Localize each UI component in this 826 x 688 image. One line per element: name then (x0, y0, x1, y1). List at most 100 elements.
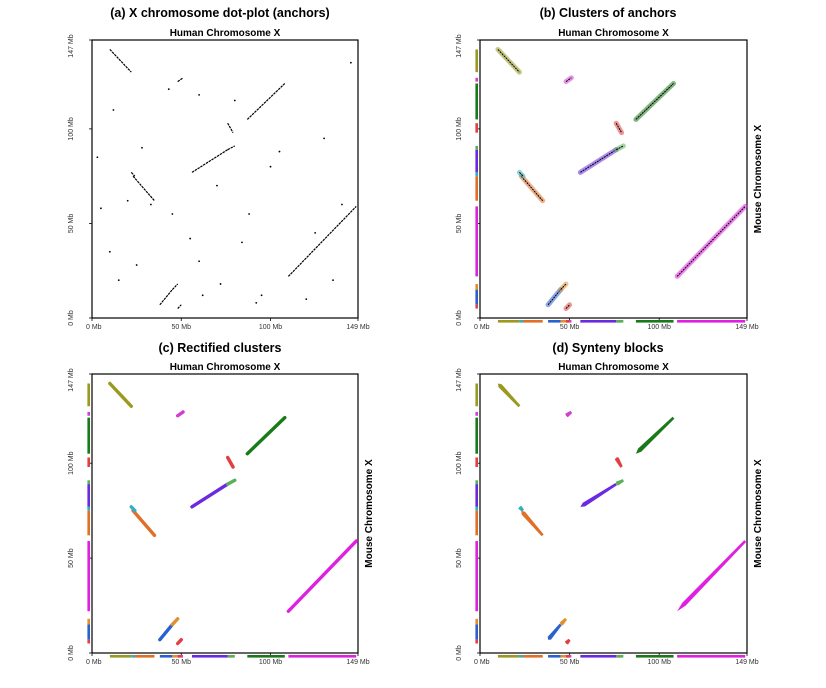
y-tick-label: 50 Mb (68, 214, 75, 234)
x-tick-label: 149 Mb (735, 324, 758, 331)
y-margin-bar (87, 618, 90, 625)
anchor-point (233, 99, 236, 102)
x-tick-label: 100 Mb (648, 324, 671, 331)
anchor-segment (246, 83, 286, 120)
anchor-point (189, 237, 192, 240)
anchor-point (314, 231, 317, 234)
x-margin-bar (677, 320, 746, 323)
cluster-anchors (497, 49, 520, 73)
top-axis-label: Human Chromosome X (170, 362, 281, 373)
y-tick-label: 50 Mb (456, 548, 463, 568)
x-margin-bar (519, 320, 524, 323)
rectified-cluster (170, 617, 180, 627)
anchor-point (150, 203, 152, 206)
y-margin-bar (475, 77, 478, 82)
anchor-point (323, 137, 325, 140)
x-margin-bar (172, 655, 178, 658)
y-margin-bar (475, 510, 478, 536)
y-margin-bar (87, 624, 90, 640)
anchor-point (108, 250, 111, 253)
y-tick-label: 147 Mb (456, 34, 463, 57)
x-margin-bar (616, 655, 624, 658)
y-tick-label: 0 Mb (68, 310, 75, 326)
panel-title: (d) Synteny blocks (552, 341, 663, 355)
panel-d-synteny-blocks: (d) Synteny blocks Human Chromosome X Mous… (456, 341, 764, 666)
synteny-block (614, 457, 623, 468)
x-tick-label: 50 Mb (560, 659, 580, 666)
anchor-point (135, 264, 138, 266)
anchor-point (278, 150, 281, 153)
x-margin-bar (635, 655, 674, 658)
y-tick-label: 50 Mb (456, 214, 463, 234)
y-tick-label: 147 Mb (456, 368, 463, 391)
anchor-point (126, 199, 129, 202)
anchor-point (269, 165, 272, 168)
y-tick-label: 50 Mb (68, 548, 75, 568)
synteny-block (635, 416, 675, 454)
cluster-anchors (547, 289, 562, 306)
x-margin-bar (521, 655, 543, 658)
plot-frame (91, 39, 359, 319)
y-margin-bar (475, 49, 478, 73)
x-margin-bar (227, 655, 235, 658)
cluster-anchors (580, 149, 617, 173)
right-axis-label: Mouse Chromosome X (364, 459, 375, 568)
rectified-cluster (131, 508, 157, 538)
panel-c-rectified: (c) Rectified clusters Human Chromosome X… (68, 341, 375, 666)
y-margin-bar (475, 145, 478, 150)
x-margin-bar (560, 320, 567, 323)
synteny-block (518, 505, 524, 512)
y-tick-label: 0 Mb (456, 310, 463, 326)
y-margin-bar (87, 383, 90, 407)
cluster-anchors (560, 283, 567, 290)
anchor-point (96, 156, 99, 159)
y-margin-bar (475, 123, 478, 133)
y-margin-bar (475, 304, 478, 309)
y-margin-bar (475, 172, 478, 177)
x-margin-bar (580, 320, 617, 323)
anchor-point (219, 283, 222, 285)
x-tick-label: 149 Mb (735, 659, 758, 666)
panel-title: (c) Rectified clusters (159, 341, 282, 355)
y-margin-bar (475, 506, 478, 511)
anchor-point (248, 213, 251, 215)
y-margin-bar (475, 541, 478, 612)
anchor-segment (287, 206, 357, 277)
y-margin-bar (87, 484, 90, 507)
y-margin-bar (475, 480, 478, 485)
y-tick-label: 147 Mb (68, 34, 75, 57)
x-margin-bar (247, 655, 285, 658)
anchor-segment (227, 145, 236, 151)
x-margin-bar (566, 320, 570, 323)
x-margin-bar (566, 655, 570, 658)
anchor-point (141, 146, 143, 149)
y-margin-bar (87, 457, 90, 467)
panel-a-anchors: (a) X chromosome dot-plot (anchors) Human… (68, 6, 370, 331)
right-axis-label: Mouse Chromosome X (753, 459, 764, 568)
x-margin-bar (288, 655, 357, 658)
synteny-block (521, 510, 544, 537)
cluster-halo (518, 173, 546, 204)
rectified-cluster (245, 415, 287, 456)
y-tick-label: 100 Mb (68, 117, 75, 140)
anchor-point (216, 184, 218, 187)
y-margin-bar (475, 83, 478, 120)
x-margin-bar (521, 320, 543, 323)
cluster-anchors (615, 145, 624, 151)
y-tick-label: 100 Mb (456, 117, 463, 140)
x-margin-bar (159, 655, 173, 658)
anchor-segment (227, 122, 234, 133)
y-margin-bar (475, 417, 478, 454)
anchor-segment (132, 175, 155, 202)
anchor-point (112, 109, 115, 111)
y-margin-bar (87, 411, 90, 416)
anchor-segment (177, 77, 184, 83)
y-margin-bar (475, 206, 478, 277)
y-margin-bar (475, 484, 478, 507)
x-margin-bar (560, 655, 567, 658)
x-tick-label: 149 Mb (346, 659, 369, 666)
y-margin-bar (87, 417, 90, 454)
anchor-point (198, 93, 201, 96)
y-margin-bar (475, 149, 478, 173)
